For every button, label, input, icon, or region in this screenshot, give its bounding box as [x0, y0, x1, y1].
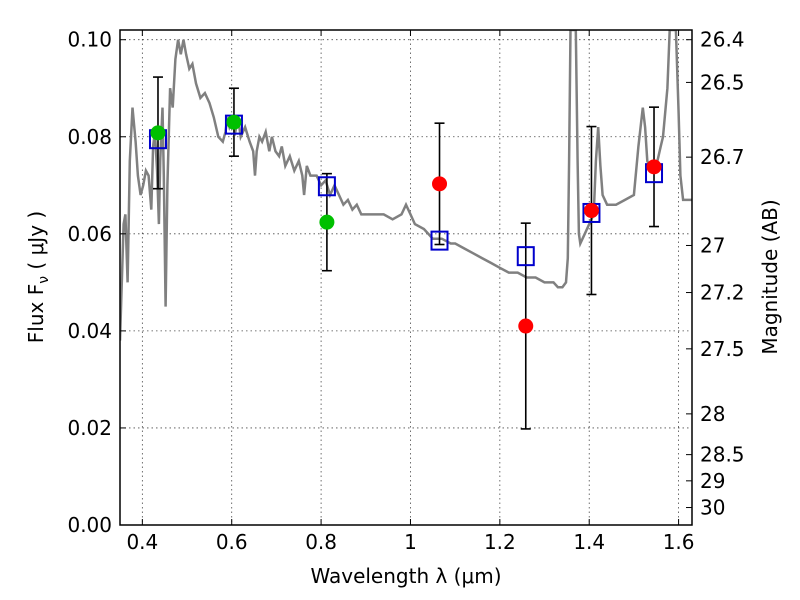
y2-tick-label: 29 [700, 469, 725, 493]
y2-tick-label: 27.5 [700, 337, 745, 361]
model-photometry-square [516, 246, 535, 267]
model-spectrum-line [120, 30, 692, 341]
model-photometry-square [317, 176, 336, 197]
observed-photometry-markers [150, 114, 662, 334]
y-tick-label: 0.02 [67, 416, 112, 440]
y2-tick-label: 27 [700, 233, 725, 257]
x-axis-ticks: 0.4 0.6 0.8 1 1.2 1.4 1.6 [126, 30, 695, 554]
x-tick-label: 1 [404, 530, 417, 554]
observed-point-green [319, 214, 335, 230]
observed-point-red [583, 203, 599, 219]
x-tick-label: 1.4 [573, 530, 605, 554]
plot-area [120, 30, 692, 430]
y-axis-title-subscript: ν [36, 276, 52, 284]
y-axis-title: Flux Fν ( μJy ) [24, 211, 52, 343]
plot-frame [119, 29, 693, 526]
x-tick-label: 1.2 [484, 530, 516, 554]
y2-axis-title: Magnitude (AB) [758, 199, 782, 354]
x-tick-label: 0.6 [216, 530, 248, 554]
observed-point-green [150, 125, 166, 141]
y2-tick-label: 27.2 [700, 281, 745, 305]
y2-axis-ticks: 26.4 26.5 26.7 27 27.2 27.5 28 28.529 30 [686, 28, 745, 520]
y-axis-ticks: 0.00 0.02 0.04 0.06 0.08 0.10 [67, 28, 126, 537]
y-tick-label: 0.10 [67, 28, 112, 52]
x-tick-label: 1.6 [663, 530, 695, 554]
x-axis-title: Wavelength λ (μm) [310, 564, 501, 588]
y-tick-label: 0.08 [67, 125, 112, 149]
observed-point-red [432, 176, 448, 192]
y-tick-label: 0.06 [67, 222, 112, 246]
y-tick-label: 0.04 [67, 319, 112, 343]
model-photometry-markers [148, 114, 664, 267]
y-tick-label: 0.00 [67, 513, 112, 537]
y2-tick-label: 30 [700, 496, 725, 520]
y2-tick-label: 26.5 [700, 70, 745, 94]
y2-tick-label: 26.4 [700, 28, 745, 52]
model-photometry-square [430, 230, 449, 251]
y2-tick-label: 26.7 [700, 145, 745, 169]
observed-point-red [646, 159, 662, 175]
observed-point-red [518, 318, 534, 334]
y2-tick-label: 28.5 [700, 443, 745, 467]
y2-tick-label: 28 [700, 402, 725, 426]
y-axis-title-unit: ( μJy ) [24, 211, 48, 276]
grid-layer [120, 30, 692, 526]
observed-point-green [226, 114, 242, 130]
x-tick-label: 0.8 [305, 530, 337, 554]
y-axis-title-main: Flux F [24, 284, 48, 343]
x-tick-label: 0.4 [126, 530, 158, 554]
